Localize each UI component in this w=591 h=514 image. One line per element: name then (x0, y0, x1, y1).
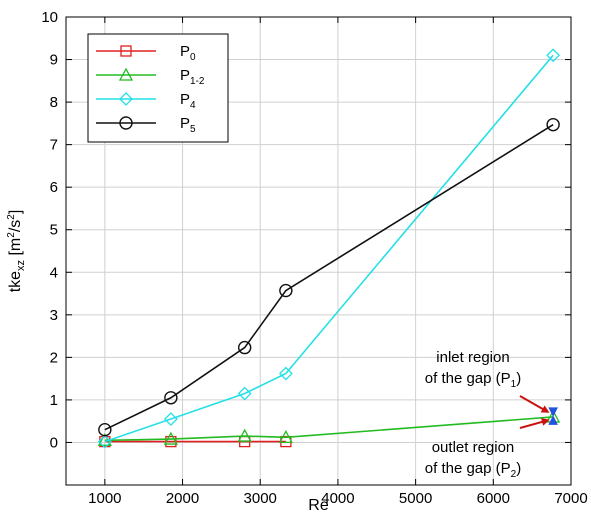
series-1-line (104, 416, 554, 442)
annotation-1-close: ) (516, 460, 521, 477)
series-2-point-1 (163, 412, 178, 426)
series-3-point-1 (164, 391, 178, 405)
series-1-point-3 (278, 429, 293, 443)
y-tick-label-3: 2 (50, 349, 58, 366)
x-tick-label-3: 4000 (321, 490, 354, 507)
y-axis-title-unit-pre: [m (7, 238, 24, 260)
series-layer (97, 48, 561, 449)
legend-label-0-sub: 0 (190, 52, 196, 63)
legend-label-2-sub: 4 (190, 100, 196, 111)
y-tick-label-8: 7 (50, 137, 58, 154)
legend-box (87, 33, 229, 143)
y-axis-title-base: tke (7, 271, 24, 292)
legend-marker-0 (120, 45, 132, 57)
series-2-point-2 (237, 386, 252, 401)
legend-label-1-main: P (180, 67, 190, 84)
annotation-1-arrow (519, 418, 550, 429)
series-3-point-4 (546, 117, 560, 132)
grid-lines (66, 16, 572, 486)
series-3-point-2 (237, 340, 252, 355)
x-tick-label-6: 7000 (554, 490, 587, 507)
y-tick-label-1: 0 (50, 434, 58, 451)
annotation-0-line-1: inlet region (436, 349, 509, 366)
legend-label-1-sub: 1-2 (190, 76, 205, 87)
plot-frame (65, 16, 572, 486)
annotation-0-line-2: of the gap (P1) (425, 370, 521, 390)
annotation-0-close: ) (516, 370, 521, 387)
legend-label-0: P0 (180, 43, 196, 63)
legend-marker-2 (119, 92, 133, 106)
legend-label-3-sub: 5 (190, 124, 196, 135)
y-axis-title-sup1: 2 (6, 232, 17, 238)
y-tick-label-11: 10 (41, 9, 58, 26)
legend-label-2: P4 (180, 91, 196, 111)
legend-label-3: P5 (180, 115, 196, 135)
series-2-line (104, 54, 554, 443)
legend-label-2-main: P (180, 91, 190, 108)
legend-label-0-main: P (180, 43, 190, 60)
blue-marker-0 (548, 407, 558, 417)
series-3-line (104, 123, 554, 431)
x-tick-label-2: 3000 (244, 490, 277, 507)
legend-marker-1 (118, 67, 134, 81)
y-tick-label-4: 3 (50, 307, 58, 324)
x-tick-label-5: 6000 (477, 490, 510, 507)
series-2-point-3 (278, 366, 293, 381)
blue-marker-1 (548, 415, 558, 425)
annotation-0-line-2-main: of the gap (P (425, 370, 511, 387)
y-tick-label-2: 1 (50, 392, 58, 409)
y-tick-label-10: 9 (50, 52, 58, 69)
x-axis-title: Re (308, 497, 329, 514)
y-axis-title-unit-post: ] (7, 210, 24, 214)
series-3 (98, 117, 560, 437)
x-tick-label-4: 5000 (399, 490, 432, 507)
y-tick-label-6: 5 (50, 222, 58, 239)
legend-label-3-main: P (180, 115, 190, 132)
legend-label-1: P1-2 (180, 67, 205, 87)
series-2-point-0 (97, 434, 112, 449)
annotation-0-arrow (519, 395, 550, 413)
annotation-1-sub: 2 (511, 469, 517, 480)
x-tick-label-0: 1000 (88, 490, 121, 507)
y-axis-title-unit-mid: /s (7, 220, 24, 232)
series-0-point-0 (99, 435, 111, 448)
annotation-1-line-2-main: of the gap (P (425, 460, 511, 477)
series-3-point-3 (279, 283, 293, 298)
y-axis-title-sub: xz (15, 260, 27, 271)
y-axis-title: tkexz [m2/s2] (6, 210, 27, 293)
x-tick-label-1: 2000 (166, 490, 199, 507)
y-tick-label-5: 4 (50, 264, 58, 281)
y-axis-title-sup2: 2 (6, 214, 17, 220)
annotation-0-sub: 1 (511, 379, 517, 390)
series-3-point-0 (98, 422, 112, 437)
legend-marker-3 (119, 116, 133, 130)
annotation-1-line-2: of the gap (P2) (425, 460, 521, 480)
x-axis-ticks: 1000 2000 3000 4000 5000 6000 7000 (88, 17, 588, 507)
series-1-point-2 (237, 428, 252, 442)
series-1-point-1 (163, 431, 178, 445)
y-tick-label-7: 6 (50, 179, 58, 196)
series-2-point-4 (546, 48, 561, 63)
series-2 (97, 48, 561, 449)
blue-markers (548, 407, 558, 425)
annotation-1-line-1: outlet region (432, 439, 515, 456)
y-tick-label-9: 8 (50, 94, 58, 111)
